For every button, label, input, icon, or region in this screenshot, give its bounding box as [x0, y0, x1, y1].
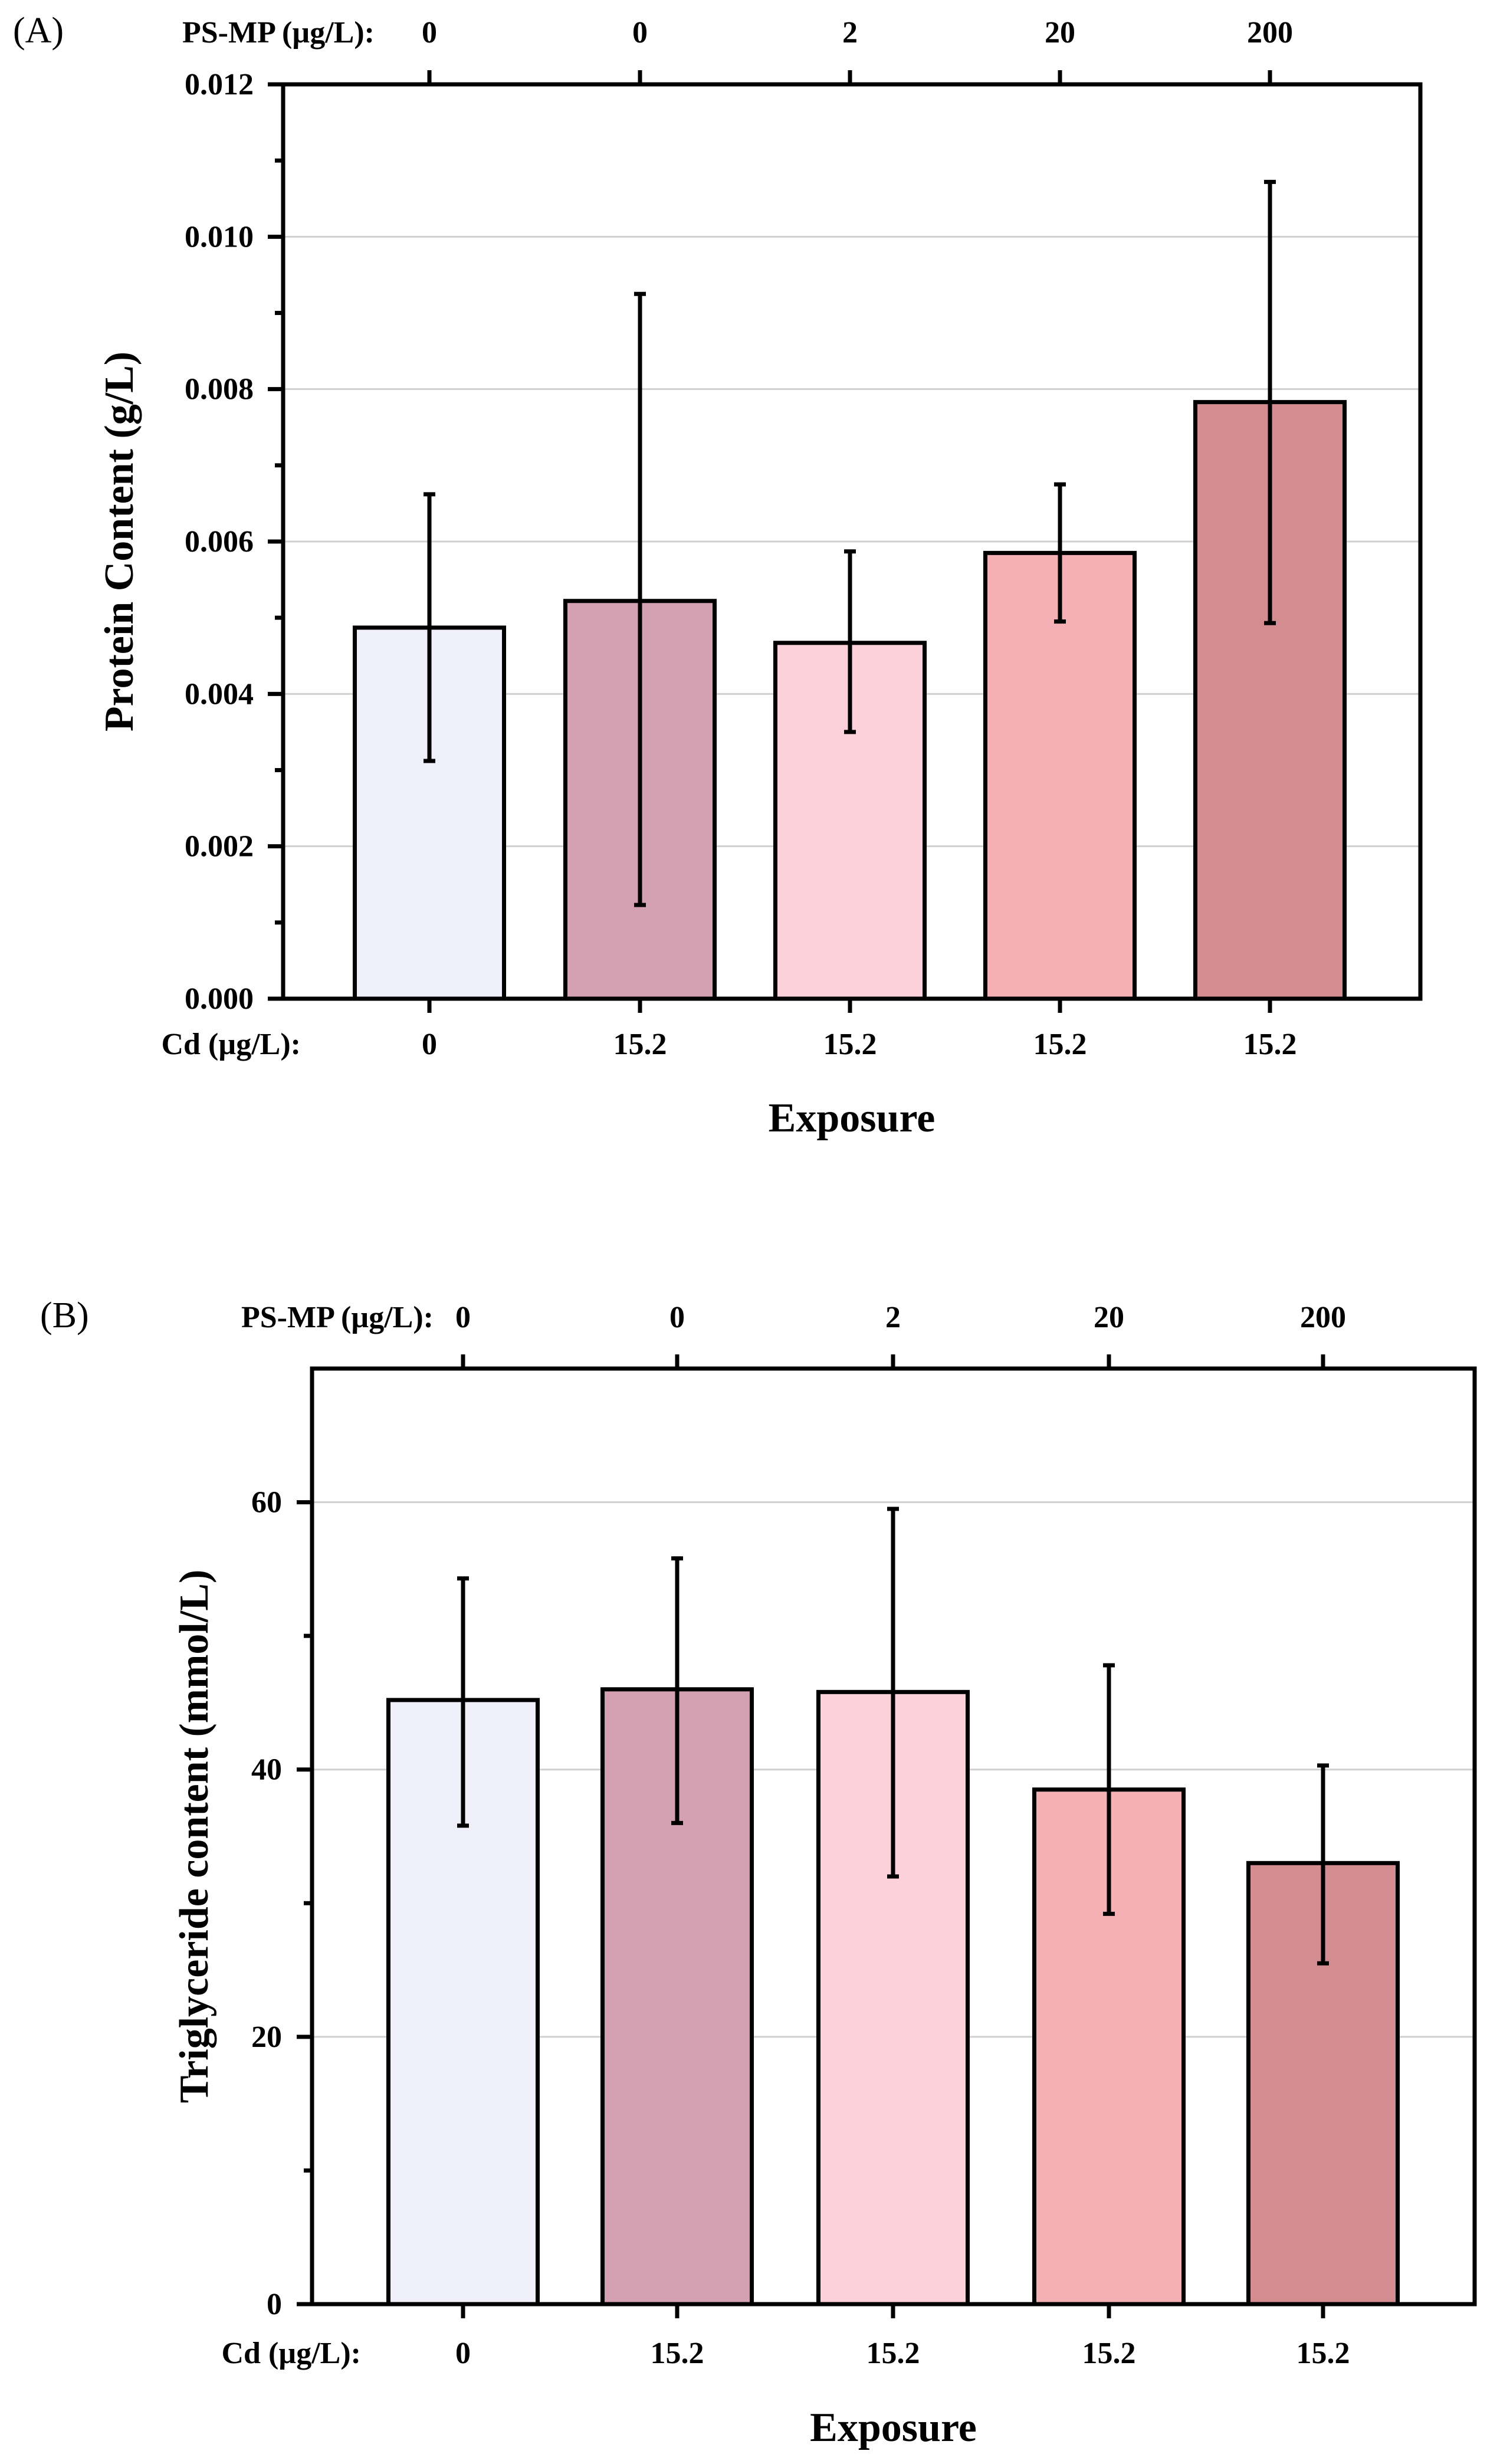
- x-axis-title: Exposure: [769, 1095, 936, 1141]
- y-tick-label: 0.002: [185, 830, 254, 864]
- y-axis-title: Triglyceride content (mmol/L): [172, 1570, 217, 2104]
- y-axis-title: Protein Content (g/L): [97, 352, 142, 731]
- bottom-axis-label: Cd (µg/L):: [221, 2337, 361, 2370]
- bottom-category-label: 15.2: [1243, 1028, 1297, 1061]
- y-tick-label: 0.004: [185, 677, 254, 711]
- bottom-category-label: 15.2: [651, 2337, 704, 2370]
- bottom-category-label: 15.2: [823, 1028, 877, 1061]
- panel-label: (A): [13, 11, 64, 51]
- y-tick-label: 0.010: [185, 220, 254, 254]
- panel-b-chart: 0 20 40 60 0 0 2 20 200 PS-MP (µg/L): 0 15.2 15.2 15.…: [40, 1295, 1477, 2450]
- y-tick-label: 0.012: [185, 68, 254, 101]
- top-category-label: 20: [1045, 16, 1075, 50]
- bottom-category-label: 15.2: [1082, 2337, 1136, 2370]
- top-axis-label: PS-MP (µg/L):: [241, 1301, 434, 1334]
- y-tick-label: 0.000: [185, 982, 254, 1016]
- top-category-label: 0: [455, 1301, 471, 1334]
- panel-a-chart: 0.000 0.002 0.004 0.006 0.008 0.010 0.012 0 0 2 20…: [13, 11, 1423, 1141]
- y-tick-label: 60: [251, 1486, 282, 1520]
- y-tick-label: 20: [251, 2020, 282, 2054]
- top-category-label: 0: [422, 16, 437, 50]
- top-category-label: 200: [1300, 1301, 1346, 1334]
- top-category-label: 200: [1247, 16, 1293, 50]
- top-category-label: 20: [1094, 1301, 1124, 1334]
- top-axis-label: PS-MP (µg/L):: [182, 16, 375, 50]
- top-category-label: 0: [632, 16, 648, 50]
- bottom-category-label: 15.2: [613, 1028, 667, 1061]
- top-category-label: 2: [885, 1301, 901, 1334]
- top-category-label: 2: [842, 16, 858, 50]
- bottom-category-label: 15.2: [1033, 1028, 1087, 1061]
- y-tick-label: 0.008: [185, 373, 254, 406]
- y-tick-label: 0: [267, 2288, 282, 2321]
- bottom-category-label: 0: [422, 1028, 437, 1061]
- panel-label: (B): [40, 1295, 89, 1336]
- bottom-axis-label: Cd (µg/L):: [161, 1028, 301, 1061]
- x-axis-title: Exposure: [810, 2405, 977, 2450]
- bottom-category-label: 15.2: [1297, 2337, 1350, 2370]
- y-tick-label: 40: [251, 1753, 282, 1787]
- y-tick-label: 0.006: [185, 525, 254, 559]
- top-category-label: 0: [669, 1301, 685, 1334]
- bottom-category-label: 15.2: [866, 2337, 920, 2370]
- bottom-category-label: 0: [455, 2337, 471, 2370]
